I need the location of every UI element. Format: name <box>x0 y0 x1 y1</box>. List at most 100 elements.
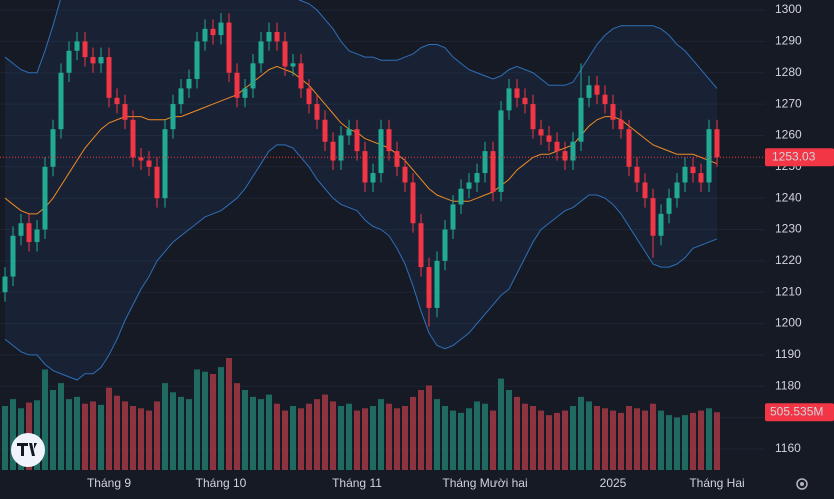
candle-body <box>26 223 32 243</box>
candle-body <box>626 129 632 167</box>
candle-body <box>266 31 272 42</box>
volume-bar <box>234 383 240 470</box>
volume-bar <box>186 399 192 470</box>
candle-body <box>562 151 568 161</box>
volume-bar <box>682 415 688 470</box>
y-tick-label: 1240 <box>775 190 802 204</box>
candle-body <box>2 276 8 293</box>
candle-body <box>458 188 464 205</box>
x-tick-label: Tháng Mười hai <box>442 476 527 490</box>
volume-bar <box>370 406 376 470</box>
candle-body <box>642 182 648 199</box>
volume-bar <box>426 385 432 470</box>
candle-body <box>226 22 232 73</box>
y-tick-label: 1230 <box>775 222 802 236</box>
x-tick-label: Tháng 9 <box>87 476 131 490</box>
candle-body <box>674 182 680 199</box>
y-tick-label: 1210 <box>775 284 802 298</box>
candle-body <box>418 223 424 268</box>
candle-body <box>474 173 480 183</box>
candle-body <box>658 213 664 236</box>
volume-bar <box>634 408 640 470</box>
volume-bar <box>218 367 224 470</box>
volume-bar <box>226 358 232 470</box>
candle-body <box>690 166 696 174</box>
logo[interactable] <box>11 433 45 467</box>
y-tick-label: 1200 <box>775 316 802 330</box>
y-tick-label: 1190 <box>775 347 801 361</box>
axis: 1160117011801190120012101220123012401250… <box>87 2 834 490</box>
candle-body <box>82 41 88 58</box>
y-tick-label: 1280 <box>775 65 802 79</box>
volume-bar <box>354 410 360 470</box>
price-tag-label: 1253.03 <box>772 149 816 163</box>
candle-body <box>210 28 216 36</box>
volume-bar <box>650 403 656 470</box>
candle-body <box>146 160 152 167</box>
lower-band <box>4 144 718 381</box>
y-tick-label: 1270 <box>775 96 802 110</box>
candle-body <box>410 182 416 224</box>
candle-body <box>138 157 144 161</box>
candle-body <box>250 63 256 89</box>
y-tick-label: 1180 <box>775 378 801 392</box>
candle-body <box>570 141 576 161</box>
volume-bar <box>498 378 504 470</box>
volume-bar <box>450 410 456 470</box>
volume-bar <box>282 410 288 470</box>
x-tick-label: Tháng 11 <box>332 476 382 490</box>
candle-body <box>218 22 224 36</box>
volume-bar <box>586 401 592 470</box>
volume-bar <box>306 403 312 470</box>
volume-bar <box>642 410 648 470</box>
candle-body <box>50 129 56 167</box>
volume-bar <box>106 387 112 470</box>
candle-body <box>538 129 544 136</box>
candle-body <box>514 88 520 98</box>
volume-bar <box>466 408 472 470</box>
candle-body <box>586 85 592 98</box>
candle-body <box>714 129 720 158</box>
candle-body <box>66 50 72 73</box>
candle-body <box>186 79 192 89</box>
candle-body <box>602 94 608 105</box>
volume-bar <box>202 371 208 470</box>
candle-body <box>362 151 368 183</box>
volume-bar <box>2 406 8 470</box>
volume-bar <box>394 408 400 470</box>
candle-body <box>578 97 584 142</box>
candle-body <box>506 88 512 111</box>
y-tick-label: 1220 <box>775 253 802 267</box>
candle-body <box>234 72 240 98</box>
volume-bar <box>418 390 424 470</box>
volume-bar <box>90 401 96 470</box>
candle-body <box>698 173 704 183</box>
candle-body <box>314 104 320 120</box>
volume-bar <box>58 383 64 470</box>
volume-bar <box>538 410 544 470</box>
volume-bar <box>346 403 352 470</box>
candle-body <box>42 166 48 230</box>
candle-body <box>258 41 264 64</box>
volume-bar <box>594 406 600 470</box>
volume-bar <box>618 412 624 470</box>
candle-body <box>178 88 184 105</box>
candle-body <box>162 129 168 199</box>
candle-body <box>426 267 432 308</box>
candle-body <box>546 135 552 142</box>
volume-bar <box>42 369 48 470</box>
candle-body <box>450 204 456 230</box>
volume-bar <box>562 410 568 470</box>
volume-bar <box>274 403 280 470</box>
x-tick-label: 2025 <box>600 476 627 490</box>
volume-bar <box>706 408 712 470</box>
candle-body <box>98 57 104 64</box>
y-tick-label: 1290 <box>775 34 802 48</box>
volume-bar <box>482 403 488 470</box>
candle-body <box>490 151 496 192</box>
volume-bar <box>666 415 672 470</box>
volume-bar <box>250 396 256 470</box>
volume-bar <box>626 406 632 470</box>
settings-icon[interactable] <box>796 478 808 490</box>
